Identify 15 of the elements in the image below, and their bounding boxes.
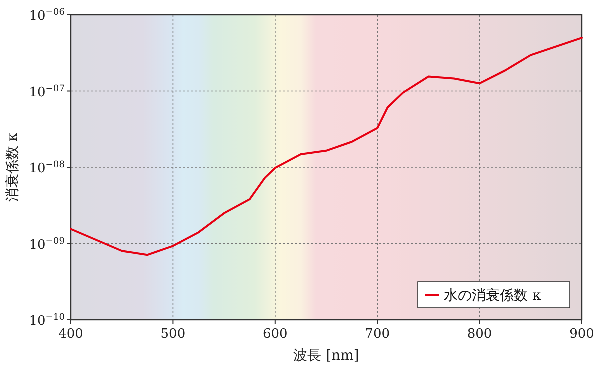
x-tick-label: 500 [160,327,186,342]
x-tick-label: 600 [262,327,288,342]
y-tick-label: 10$^{−06}$ [29,8,66,24]
y-tick-label: 10$^{−09}$ [29,236,66,253]
y-tick-label: 10$^{−07}$ [29,84,66,100]
x-tick-label: 900 [570,327,594,342]
x-tick-label: 700 [365,327,390,342]
y-axis-title: 消衰係数 κ [5,132,21,202]
x-tick-label: 400 [58,327,84,342]
x-axis-title: 波長 [nm] [294,348,360,364]
y-tick-label: 10$^{−08}$ [29,160,66,176]
legend-label: 水の消衰係数 κ [444,288,542,304]
line-series [70,37,583,256]
y-tick-label: 10$^{−10}$ [29,313,66,329]
x-tick-label: 800 [467,327,492,342]
